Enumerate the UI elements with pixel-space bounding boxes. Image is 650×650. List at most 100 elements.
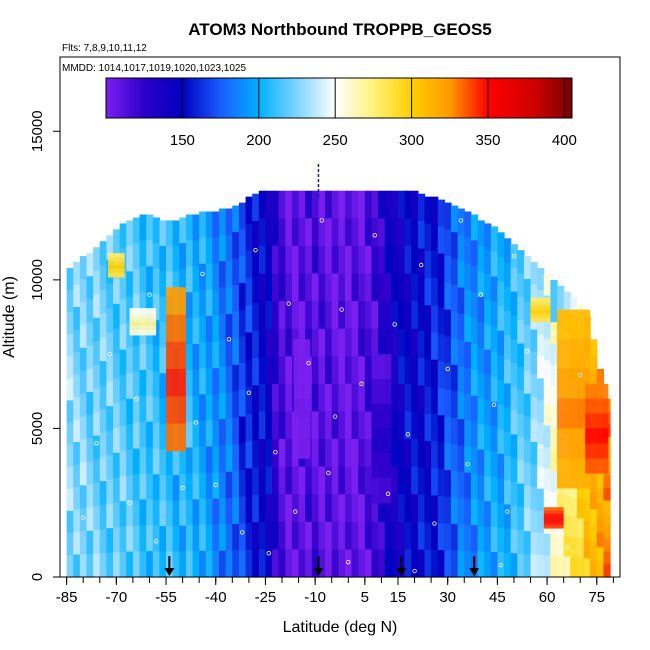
heatmap-cell	[563, 495, 571, 517]
heatmap-cell	[391, 245, 399, 275]
heatmap-cell	[504, 528, 512, 554]
heatmap-cell	[159, 424, 167, 451]
heatmap-cell	[444, 470, 452, 498]
heatmap-cell	[371, 521, 379, 551]
sample-point	[458, 218, 464, 223]
heatmap-cell	[166, 245, 174, 272]
heatmap-cell	[477, 245, 485, 272]
heatmap-cell	[351, 356, 359, 385]
feature-cell-5	[530, 309, 551, 315]
heatmap-cell	[417, 385, 426, 414]
heatmap-cell	[437, 199, 445, 228]
heatmap-cell	[73, 487, 81, 511]
heatmap-cell	[272, 245, 280, 275]
sample-point	[273, 450, 278, 455]
heatmap-cell	[238, 229, 247, 257]
heatmap-cell	[331, 466, 339, 495]
heatmap-cell	[523, 256, 532, 280]
heatmap-cell	[219, 340, 227, 368]
heatmap-cell	[159, 475, 167, 502]
heatmap-cell	[93, 294, 101, 319]
heatmap-cell	[550, 407, 558, 430]
heatmap-cell	[298, 301, 306, 330]
heatmap-cell	[358, 245, 366, 275]
heatmap-cell	[311, 549, 320, 578]
heatmap-cell	[232, 364, 240, 392]
heatmap-cell	[325, 328, 333, 357]
heatmap-cell	[351, 328, 359, 357]
heatmap-cell	[126, 475, 134, 502]
heatmap-cell	[93, 553, 101, 578]
heatmap-cell	[517, 273, 525, 298]
heatmap-cell	[305, 549, 313, 578]
heatmap-cell	[232, 470, 240, 499]
heatmap-cell	[563, 291, 571, 313]
heatmap-cell	[590, 356, 598, 374]
heatmap-cell	[106, 503, 114, 529]
heatmap-cell	[93, 317, 101, 343]
heatmap-cell	[557, 535, 565, 557]
heatmap-cell	[451, 497, 459, 525]
heatmap-cell	[73, 509, 81, 533]
heatmap-cell	[106, 479, 114, 505]
heatmap-cell	[325, 439, 333, 468]
heatmap-cell	[265, 356, 273, 385]
heatmap-cell	[404, 383, 412, 413]
heatmap-cell	[252, 221, 260, 250]
heatmap-cell	[86, 345, 94, 370]
heatmap-cell	[411, 273, 419, 302]
heatmap-cell	[397, 494, 406, 523]
heatmap-cell	[185, 266, 194, 293]
heatmap-cell	[404, 521, 412, 551]
heatmap-cell	[212, 342, 220, 369]
heatmap-cell	[543, 533, 552, 556]
heatmap-cell	[411, 466, 419, 495]
heatmap-cell	[86, 322, 94, 347]
heatmap-cell	[258, 383, 267, 413]
heatmap-cell	[265, 494, 273, 523]
heatmap-cell	[252, 385, 260, 414]
heatmap-cell	[212, 550, 220, 578]
heatmap-cell	[199, 368, 207, 395]
heatmap-cell	[79, 462, 88, 486]
heatmap-cell	[146, 473, 154, 500]
heatmap-cell	[245, 441, 253, 469]
plot-frame	[59, 56, 621, 578]
heatmap-cell	[258, 521, 267, 551]
heatmap-cell	[583, 483, 591, 503]
heatmap-cell	[278, 549, 286, 578]
heatmap-cell	[437, 307, 445, 336]
heatmap-cell	[338, 494, 346, 523]
heatmap-cell	[252, 357, 260, 386]
heatmap-cell	[464, 368, 472, 395]
heatmap-cell	[291, 301, 300, 330]
heatmap-cell	[225, 313, 233, 341]
heatmap-cell	[530, 284, 538, 308]
heatmap-cell	[437, 226, 445, 255]
heatmap-cell	[431, 413, 439, 442]
heatmap-cell	[391, 328, 399, 357]
heatmap-cell	[272, 328, 280, 357]
heatmap-cell	[278, 356, 286, 385]
heatmap-cell	[477, 526, 485, 553]
heatmap-cell	[504, 431, 512, 457]
heatmap-cell	[351, 190, 359, 219]
heatmap-cell	[258, 356, 267, 385]
colorbar-tick-label-0: 150	[170, 132, 195, 149]
heatmap-cell	[523, 301, 532, 326]
y-axis-label: Altitude (m)	[1, 276, 18, 358]
heatmap-cell	[93, 435, 101, 460]
heatmap-cell	[252, 549, 260, 578]
heatmap-cell	[212, 315, 220, 343]
heatmap-cell	[378, 218, 386, 247]
heatmap-cell	[79, 393, 88, 418]
feature-cell-3	[557, 398, 591, 430]
heatmap-cell	[351, 301, 359, 330]
heatmap-cell	[477, 500, 485, 527]
heatmap-cell	[152, 397, 161, 424]
heatmap-cell	[79, 416, 88, 441]
heatmap-cell	[371, 273, 379, 302]
heatmap-cell	[470, 421, 479, 449]
heatmap-cell	[285, 521, 293, 551]
heatmap-cell	[497, 306, 505, 332]
